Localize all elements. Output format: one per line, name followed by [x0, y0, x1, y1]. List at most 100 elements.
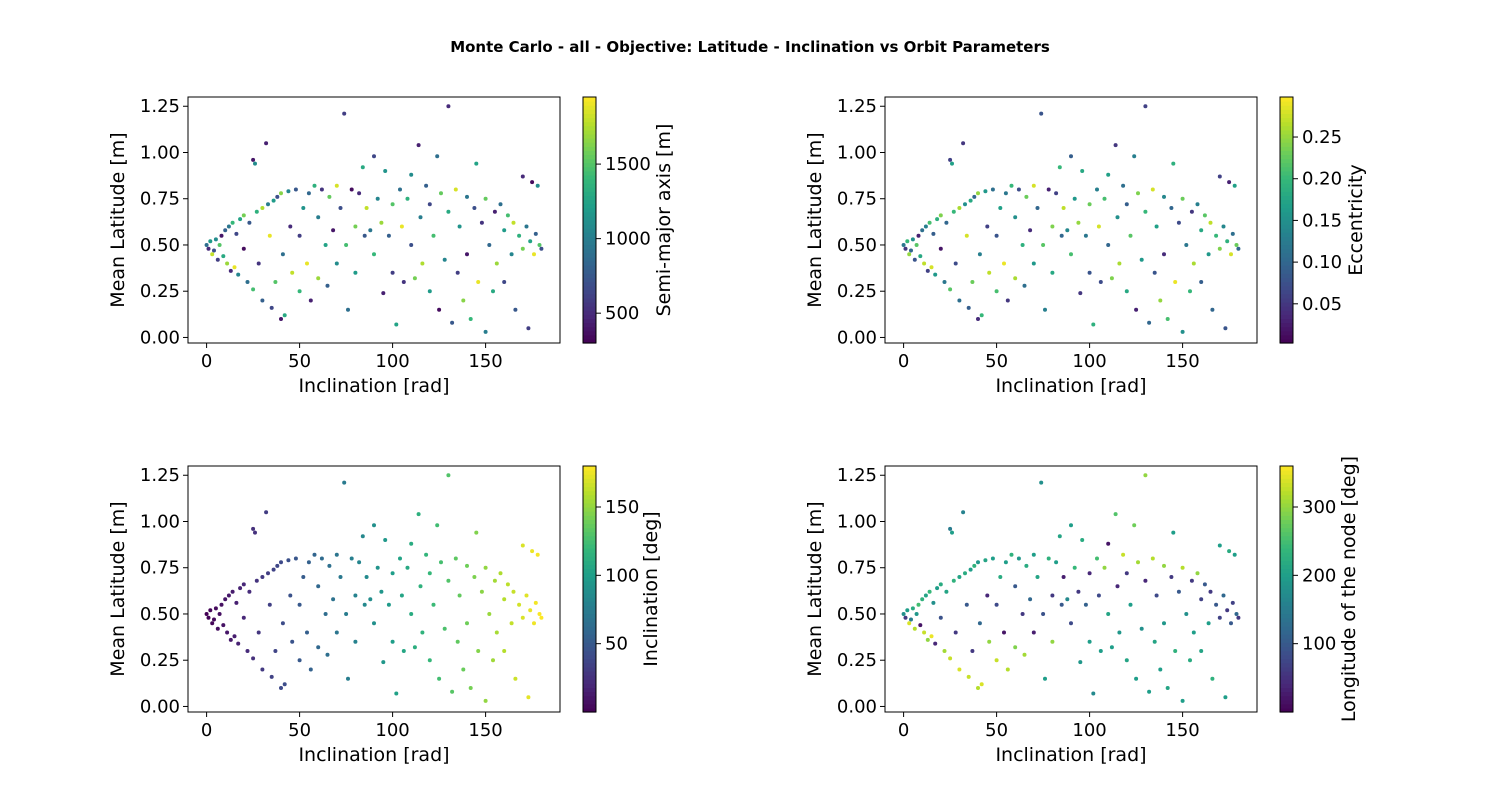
- data-point: [238, 217, 243, 222]
- colorbar-segment: [583, 203, 596, 209]
- data-point: [520, 246, 525, 251]
- colorbar-segment: [583, 523, 596, 529]
- colorbar-segment: [583, 133, 596, 139]
- data-point: [1028, 597, 1033, 602]
- data-point: [1132, 523, 1137, 528]
- data-point: [987, 270, 992, 275]
- colorbar-segment: [1280, 273, 1293, 278]
- colorbar-segment: [1280, 564, 1293, 570]
- data-point: [412, 645, 417, 650]
- data-point: [353, 639, 358, 644]
- data-point: [474, 530, 479, 535]
- data-point: [219, 233, 224, 238]
- colorbar-segment: [1280, 556, 1293, 561]
- data-point: [964, 602, 969, 607]
- data-point: [916, 602, 921, 607]
- data-point: [319, 187, 324, 192]
- data-point: [1169, 575, 1174, 579]
- data-point: [236, 641, 241, 646]
- data-point: [909, 248, 913, 253]
- data-point: [1069, 523, 1073, 528]
- colorbar-segment: [583, 215, 596, 221]
- data-point: [424, 183, 429, 188]
- data-point: [1091, 322, 1096, 327]
- colorbar-label: Semi-major axis [m]: [653, 124, 675, 317]
- colorbar-segment: [1280, 162, 1293, 168]
- data-point: [390, 571, 395, 576]
- colorbar-segment: [583, 318, 596, 324]
- data-point: [1024, 563, 1029, 568]
- data-point: [442, 626, 447, 631]
- data-point: [539, 246, 544, 251]
- data-point: [344, 612, 349, 616]
- x-tick-label: 0: [201, 351, 212, 372]
- data-point: [238, 586, 243, 591]
- data-point: [204, 612, 209, 616]
- data-point: [1171, 530, 1176, 535]
- colorbar-segment: [1280, 174, 1293, 180]
- data-point: [976, 317, 980, 321]
- x-tick-label: 150: [468, 351, 502, 372]
- x-tick-label: 150: [1165, 720, 1199, 741]
- data-point: [1016, 187, 1021, 192]
- colorbar-segment: [583, 502, 596, 508]
- data-point: [526, 326, 531, 331]
- data-point: [312, 183, 317, 188]
- data-point: [983, 558, 988, 563]
- data-point: [455, 270, 460, 275]
- x-tick-label: 100: [1072, 720, 1106, 741]
- y-tick-label: 0.75: [140, 558, 180, 579]
- data-point: [923, 593, 928, 598]
- data-point: [994, 289, 999, 294]
- data-point: [1096, 224, 1101, 229]
- data-point: [390, 202, 395, 207]
- data-point: [1059, 233, 1064, 238]
- data-point: [1096, 593, 1101, 598]
- data-point: [1005, 298, 1010, 303]
- data-point: [1013, 645, 1018, 650]
- data-point: [1095, 187, 1099, 192]
- data-point: [1139, 626, 1144, 631]
- data-point: [1113, 143, 1118, 148]
- data-point: [215, 257, 220, 262]
- data-point: [909, 617, 913, 622]
- data-point: [208, 608, 213, 613]
- colorbar-segment: [1280, 630, 1293, 635]
- x-tick-label: 100: [375, 351, 409, 372]
- data-point: [1022, 283, 1027, 288]
- data-point: [970, 649, 975, 653]
- data-point: [1195, 202, 1200, 207]
- colorbar-label: Eccentricity: [1345, 164, 1367, 276]
- data-point: [439, 191, 443, 196]
- data-point: [1124, 289, 1129, 294]
- data-point: [256, 630, 261, 635]
- data-point: [1188, 658, 1192, 663]
- data-point: [1016, 556, 1021, 561]
- data-point: [394, 691, 399, 696]
- data-point: [1091, 691, 1096, 696]
- data-point: [1234, 612, 1239, 616]
- data-point: [372, 621, 376, 626]
- colorbar-segment: [1280, 662, 1293, 668]
- data-point: [465, 621, 469, 626]
- data-point: [476, 649, 481, 653]
- colorbar-frame: [582, 96, 597, 344]
- data-point: [228, 637, 233, 642]
- colorbar-segment: [583, 572, 596, 578]
- colorbar-segment: [583, 519, 596, 524]
- colorbar-label: Longitude of the node [deg]: [1338, 456, 1360, 722]
- data-point: [901, 243, 906, 247]
- y-tick-label: 0.50: [140, 604, 180, 625]
- data-point: [1020, 243, 1025, 247]
- colorbar-segment: [1280, 142, 1293, 147]
- data-point: [264, 141, 269, 146]
- data-point: [420, 630, 425, 635]
- colorbar-segment: [1280, 646, 1293, 652]
- data-point: [461, 667, 466, 672]
- data-point: [1199, 649, 1204, 653]
- colorbar-segment: [583, 658, 596, 664]
- data-point: [431, 602, 436, 607]
- data-point: [338, 206, 343, 210]
- data-point: [502, 280, 507, 284]
- data-point: [1180, 329, 1185, 334]
